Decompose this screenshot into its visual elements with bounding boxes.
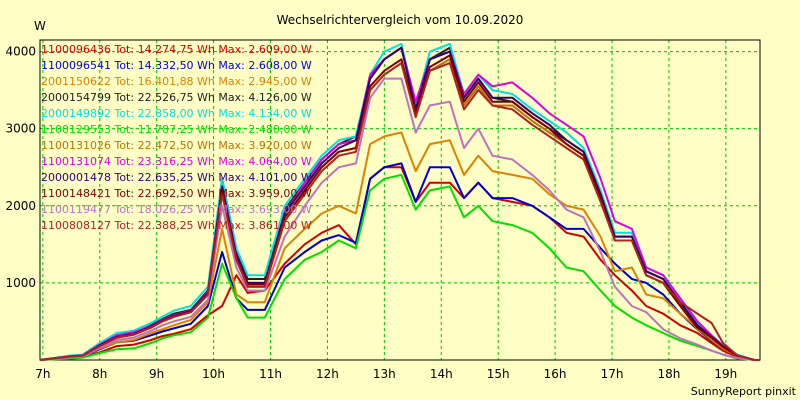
legend-entry-2001150622: 2001150622 Tot: 16.401,88 Wh Max: 2.945,… <box>41 75 312 88</box>
x-tick-label: 14h <box>430 367 453 381</box>
y-tick-label: 1000 <box>5 276 36 290</box>
legend-entry-1100131074: 1100131074 Tot: 23.316,25 Wh Max: 4.064,… <box>41 155 312 168</box>
x-tick-label: 19h <box>714 367 737 381</box>
x-tick-label: 17h <box>601 367 624 381</box>
legend-entry-1100096436: 1100096436 Tot: 14.274,75 Wh Max: 2.609,… <box>41 43 312 56</box>
x-tick-label: 12h <box>316 367 339 381</box>
legend-entry-1100148421: 1100148421 Tot: 22.692,50 Wh Max: 3.959,… <box>41 187 312 200</box>
chart-title: Wechselrichtervergleich vom 10.09.2020 <box>277 13 524 27</box>
legend-entry-1100131026: 1100131026 Tot: 22.472,50 Wh Max: 3.920,… <box>41 139 312 152</box>
y-axis: 1000 2000 3000 4000 <box>5 45 36 290</box>
legend-entry-1100808127: 1100808127 Tot: 22.388,25 Wh Max: 3.861,… <box>41 219 312 232</box>
y-tick-label: 2000 <box>5 199 36 213</box>
series-lines <box>39 42 760 361</box>
x-tick-label: 15h <box>487 367 510 381</box>
y-tick-label: 3000 <box>5 122 36 136</box>
legend-entry-2000154799: 2000154799 Tot: 22.526,75 Wh Max: 4.126,… <box>41 91 312 104</box>
legend-entry-2000149892: 2000149892 Tot: 22.858,00 Wh Max: 4.134,… <box>41 107 312 120</box>
series-line-2001150622 <box>39 131 760 361</box>
legend-entry-1100096541: 1100096541 Tot: 14.332,50 Wh Max: 2.608,… <box>41 59 312 72</box>
legend-entry-1100129553: 1100129553 Tot: 11.787,25 Wh Max: 2.480,… <box>41 123 312 136</box>
legend: 1100096436 Tot: 14.274,75 Wh Max: 2.609,… <box>41 43 312 232</box>
x-tick-label: 11h <box>259 367 282 381</box>
x-tick-label: 18h <box>657 367 680 381</box>
legend-entry-2000001478: 2000001478 Tot: 22.635,25 Wh Max: 4.101,… <box>41 171 312 184</box>
footer-credit: SunnyReport pinxit <box>691 385 797 398</box>
grid <box>40 40 760 360</box>
y-axis-label: W <box>34 19 46 33</box>
plot-frame <box>39 39 761 361</box>
y-tick-label: 4000 <box>5 45 36 59</box>
x-axis: 7h 8h 9h 10h 11h 12h 13h 14h 15h 16h 17h 18h 19h <box>35 367 737 381</box>
legend-entry-1100119477: 1100119477 Tot: 18.026,25 Wh Max: 3.693,… <box>41 203 312 216</box>
series-line-1100129553 <box>39 173 760 361</box>
x-tick-label: 13h <box>373 367 396 381</box>
x-tick-label: 10h <box>202 367 225 381</box>
x-tick-label: 8h <box>92 367 107 381</box>
series-line-1100808127 <box>39 62 760 361</box>
series-line-1100096541 <box>39 162 760 361</box>
x-tick-label: 16h <box>544 367 567 381</box>
x-tick-label: 9h <box>149 367 164 381</box>
series-line-1100119477 <box>39 77 760 361</box>
x-tick-label: 7h <box>35 367 50 381</box>
